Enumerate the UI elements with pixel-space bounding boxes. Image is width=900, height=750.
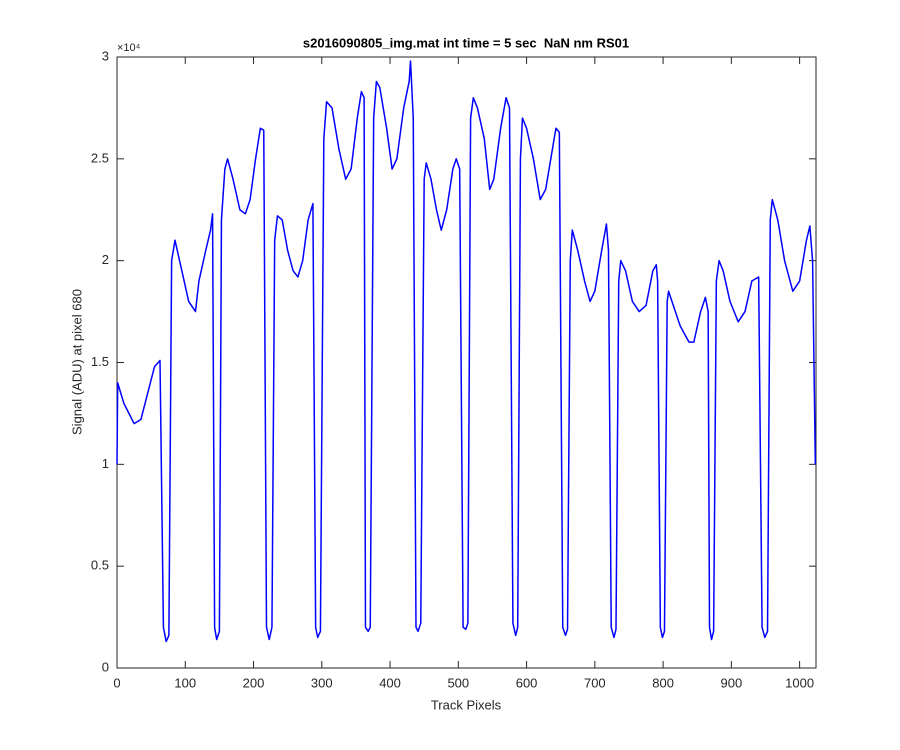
y-multiplier-label: ×10⁴	[117, 42, 141, 54]
y-tick-label: 1.5	[91, 354, 109, 369]
x-tick-label: 800	[652, 675, 674, 690]
x-axis-label: Track Pixels	[431, 697, 502, 712]
y-tick-label: 2.5	[91, 150, 109, 165]
x-tick-label: 100	[174, 675, 196, 690]
y-axis-label: Signal (ADU) at pixel 680	[69, 289, 84, 435]
chart-title: s2016090805_img.mat int time = 5 sec NaN…	[303, 35, 629, 50]
x-tick-label: 900	[721, 675, 743, 690]
x-tick-label: 500	[447, 675, 469, 690]
signal-line	[116, 60, 817, 643]
x-tick-label: 0	[113, 675, 120, 690]
x-tick-label: 400	[379, 675, 401, 690]
y-tick-label: 1	[102, 456, 109, 471]
y-tick-label: 0	[102, 659, 109, 674]
x-tick-label: 700	[584, 675, 606, 690]
x-tick-label: 200	[243, 675, 265, 690]
y-tick-label: 0.5	[91, 558, 109, 573]
x-tick-label: 600	[516, 675, 538, 690]
x-tick-label: 1000	[785, 675, 814, 690]
y-tick-label: 2	[102, 252, 109, 267]
x-tick-label: 300	[311, 675, 333, 690]
y-tick-label: 3	[102, 48, 109, 63]
plot-box	[116, 56, 817, 669]
